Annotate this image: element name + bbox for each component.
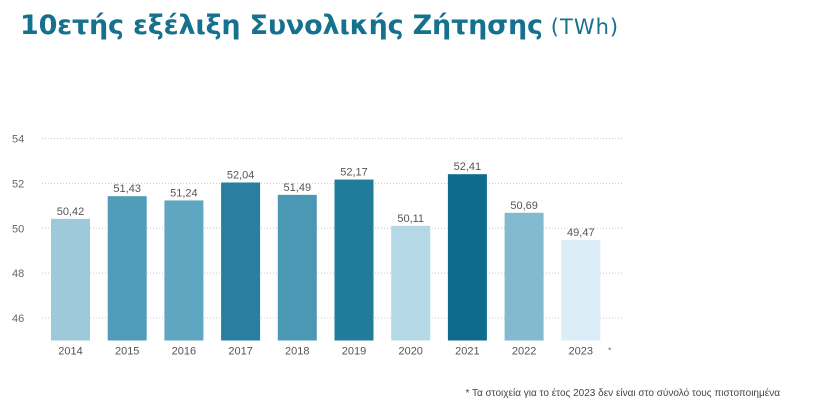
x-tick-label: 2020 (398, 346, 422, 358)
x-tick-label: 2022 (512, 346, 536, 358)
bar (277, 194, 317, 341)
bar (561, 240, 601, 341)
x-tick-label: 2016 (172, 346, 196, 358)
x-tick-label: 2019 (342, 346, 366, 358)
x-tick-label: 2015 (115, 346, 139, 358)
bar (391, 225, 431, 341)
data-label: 51,43 (113, 183, 141, 195)
data-label: 51,49 (284, 182, 312, 194)
y-tick-label: 50 (12, 223, 24, 235)
x-tick-asterisk: * (608, 346, 612, 356)
y-tick-label: 46 (12, 313, 24, 325)
bar (334, 179, 374, 341)
data-label: 52,41 (454, 161, 482, 173)
x-tick-label: 2018 (285, 346, 309, 358)
x-tick-label: 2017 (228, 346, 252, 358)
data-label: 52,04 (227, 169, 255, 181)
chart-unit: (TWh) (550, 15, 620, 39)
bar (107, 196, 147, 341)
bar (504, 212, 544, 341)
bar (51, 218, 90, 341)
x-tick-label: 2023 (569, 346, 593, 358)
footnote: * Τα στοιχεία για το έτος 2023 δεν είναι… (465, 388, 780, 399)
bar (447, 174, 487, 341)
y-tick-label: 52 (12, 178, 24, 190)
data-label: 52,17 (340, 167, 368, 179)
title-row: 10ετής εξέλιξη Συνολικής Ζήτησης (TWh) (20, 10, 619, 41)
x-tick-label: 2014 (58, 346, 82, 358)
x-tick-label: 2021 (455, 346, 479, 358)
chart-title: 10ετής εξέλιξη Συνολικής Ζήτησης (20, 10, 543, 41)
data-label: 51,24 (170, 187, 198, 199)
data-label: 50,42 (57, 206, 85, 218)
y-tick-label: 54 (12, 134, 24, 146)
bar (221, 182, 261, 341)
bar (164, 200, 204, 341)
data-label: 50,69 (510, 200, 538, 212)
y-tick-label: 48 (12, 268, 24, 280)
data-label: 49,47 (567, 227, 595, 239)
data-label: 50,11 (397, 213, 424, 225)
